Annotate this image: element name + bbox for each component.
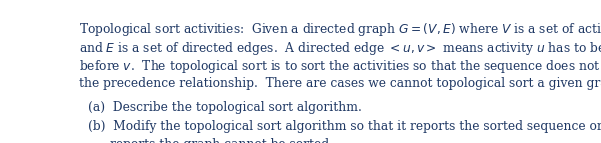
Text: the precedence relationship.  There are cases we cannot topological sort a given: the precedence relationship. There are c… — [79, 77, 601, 90]
Text: (a)  Describe the topological sort algorithm.: (a) Describe the topological sort algori… — [88, 101, 362, 114]
Text: reports the graph cannot be sorted.: reports the graph cannot be sorted. — [110, 138, 333, 143]
Text: (b)  Modify the topological sort algorithm so that it reports the sorted sequenc: (b) Modify the topological sort algorith… — [88, 120, 601, 133]
Text: Topological sort activities:  Given a directed graph $G = (V, E)$ where $V$ is a: Topological sort activities: Given a dir… — [79, 21, 601, 38]
Text: and $E$ is a set of directed edges.  A directed edge $< u, v >$ means activity $: and $E$ is a set of directed edges. A di… — [79, 39, 601, 56]
Text: before $v$.  The topological sort is to sort the activities so that the sequence: before $v$. The topological sort is to s… — [79, 58, 601, 75]
